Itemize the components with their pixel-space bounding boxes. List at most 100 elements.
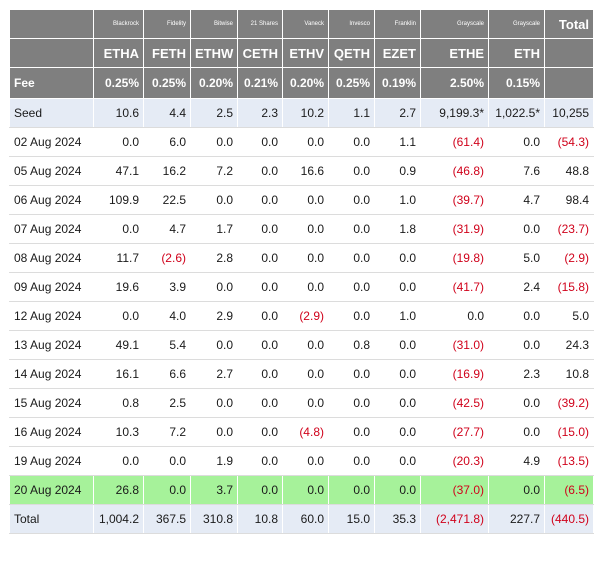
row-total-cell: (39.2) <box>544 388 594 418</box>
flow-cell: 1,004.2 <box>93 504 144 534</box>
issuer-name: Grayscale <box>420 9 489 39</box>
flow-cell: 0.0 <box>328 388 375 418</box>
ticker-header-row: ETHA FETH ETHW CETH ETHV QETH EZET ETHE … <box>9 38 594 68</box>
flow-cell: (42.5) <box>420 388 489 418</box>
flow-cell: 47.1 <box>93 156 144 186</box>
flow-cell: 1.1 <box>374 127 421 157</box>
issuer-name: Vaneck <box>282 9 329 39</box>
fee-value: 0.20% <box>282 67 329 99</box>
flow-cell: 0.0 <box>282 388 329 418</box>
flow-cell: 0.0 <box>488 475 545 505</box>
flow-cell: 0.0 <box>374 243 421 273</box>
flow-cell: 2.8 <box>190 243 238 273</box>
seed-row: Seed 10.6 4.4 2.5 2.3 10.2 1.1 2.7 9,199.3* 1,022… <box>9 98 594 128</box>
ticker-header-blank <box>544 38 594 68</box>
flow-cell: 0.0 <box>237 359 283 389</box>
flow-cell: 1.0 <box>374 185 421 215</box>
ticker-header-blank <box>9 38 94 68</box>
table-row: 08 Aug 2024 11.7 (2.6) 2.8 0.0 0.0 0.0 0.0 (19.8… <box>9 243 594 273</box>
flow-cell: 0.8 <box>93 388 144 418</box>
flow-cell: 1.0 <box>374 301 421 331</box>
row-label: 15 Aug 2024 <box>9 388 94 418</box>
issuer-name: Invesco <box>328 9 375 39</box>
flow-cell: 0.0 <box>237 127 283 157</box>
issuer-header-blank <box>9 9 94 39</box>
row-total-cell: 98.4 <box>544 185 594 215</box>
flow-cell: 0.0 <box>328 272 375 302</box>
flow-cell: 3.7 <box>190 475 238 505</box>
table-row: 09 Aug 2024 19.6 3.9 0.0 0.0 0.0 0.0 0.0 (41.7) 2… <box>9 272 594 302</box>
table-row: 12 Aug 2024 0.0 4.0 2.9 0.0 (2.9) 0.0 1.0 0.0 0.0… <box>9 301 594 331</box>
table-row: 13 Aug 2024 49.1 5.4 0.0 0.0 0.0 0.8 0.0 (31.0) 0… <box>9 330 594 360</box>
flow-cell: (39.7) <box>420 185 489 215</box>
flow-cell: 0.0 <box>282 243 329 273</box>
table-row: 07 Aug 2024 0.0 4.7 1.7 0.0 0.0 0.0 1.8 (31.9) 0.… <box>9 214 594 244</box>
flow-cell: 0.0 <box>282 127 329 157</box>
row-total-cell: (6.5) <box>544 475 594 505</box>
flow-cell: 1.9 <box>190 446 238 476</box>
flow-cell: 16.2 <box>143 156 191 186</box>
flow-cell: (2.6) <box>143 243 191 273</box>
flow-cell: 0.0 <box>488 417 545 447</box>
flow-cell: 0.0 <box>190 185 238 215</box>
row-label: 06 Aug 2024 <box>9 185 94 215</box>
etf-flows-table: Blackrock Fidelity Bitwise 21 Shares Van… <box>9 9 594 534</box>
flow-cell: 0.0 <box>374 330 421 360</box>
flow-cell: 6.0 <box>143 127 191 157</box>
flow-cell: 22.5 <box>143 185 191 215</box>
flow-cell: 4.9 <box>488 446 545 476</box>
row-label: 13 Aug 2024 <box>9 330 94 360</box>
table-row: 19 Aug 2024 0.0 0.0 1.9 0.0 0.0 0.0 0.0 (20.3) 4.… <box>9 446 594 476</box>
flow-cell: (4.8) <box>282 417 329 447</box>
table-row: 05 Aug 2024 47.1 16.2 7.2 0.0 16.6 0.0 0.9 (46.8… <box>9 156 594 186</box>
flow-cell: 0.0 <box>374 272 421 302</box>
flow-cell: 0.0 <box>420 301 489 331</box>
row-total-cell: (54.3) <box>544 127 594 157</box>
row-total-cell: (23.7) <box>544 214 594 244</box>
flow-cell: 0.0 <box>282 214 329 244</box>
ticker-label: CETH <box>237 38 283 68</box>
flow-cell: 16.6 <box>282 156 329 186</box>
flow-cell: 0.0 <box>328 127 375 157</box>
flow-cell: 0.0 <box>328 417 375 447</box>
ticker-label: ETHW <box>190 38 238 68</box>
fee-value: 0.25% <box>143 67 191 99</box>
row-label: 19 Aug 2024 <box>9 446 94 476</box>
flow-cell: 6.6 <box>143 359 191 389</box>
flow-cell: 7.2 <box>143 417 191 447</box>
flow-cell: 0.0 <box>328 156 375 186</box>
flow-cell: 10.6 <box>93 98 144 128</box>
flow-cell: 0.9 <box>374 156 421 186</box>
fee-total-blank <box>544 67 594 99</box>
fee-value: 2.50% <box>420 67 489 99</box>
flow-cell: 0.0 <box>488 301 545 331</box>
flow-cell: 0.0 <box>328 301 375 331</box>
row-label: Total <box>9 504 94 534</box>
flow-cell: 0.0 <box>374 446 421 476</box>
flow-cell: (31.9) <box>420 214 489 244</box>
flow-cell: 4.7 <box>143 214 191 244</box>
row-label: 05 Aug 2024 <box>9 156 94 186</box>
ticker-label: ETHV <box>282 38 329 68</box>
issuer-name: Fidelity <box>143 9 191 39</box>
flow-cell: 0.0 <box>282 272 329 302</box>
flow-cell: 0.0 <box>190 388 238 418</box>
row-total-cell: 24.3 <box>544 330 594 360</box>
flow-cell: 0.0 <box>237 446 283 476</box>
flow-cell: 3.9 <box>143 272 191 302</box>
flow-cell: 35.3 <box>374 504 421 534</box>
flow-cell: 0.0 <box>282 185 329 215</box>
flow-cell: 16.1 <box>93 359 144 389</box>
flow-cell: 0.0 <box>237 214 283 244</box>
flow-cell: 0.0 <box>237 417 283 447</box>
flow-cell: 0.0 <box>237 243 283 273</box>
flow-cell: 0.0 <box>488 388 545 418</box>
flow-cell: 0.0 <box>93 446 144 476</box>
flow-cell: 26.8 <box>93 475 144 505</box>
issuer-name: 21 Shares <box>237 9 283 39</box>
flow-cell: 15.0 <box>328 504 375 534</box>
flow-cell: 0.0 <box>282 330 329 360</box>
flow-cell: 7.6 <box>488 156 545 186</box>
flow-cell: 0.0 <box>237 388 283 418</box>
table-row: 16 Aug 2024 10.3 7.2 0.0 0.0 (4.8) 0.0 0.0 (27.7… <box>9 417 594 447</box>
